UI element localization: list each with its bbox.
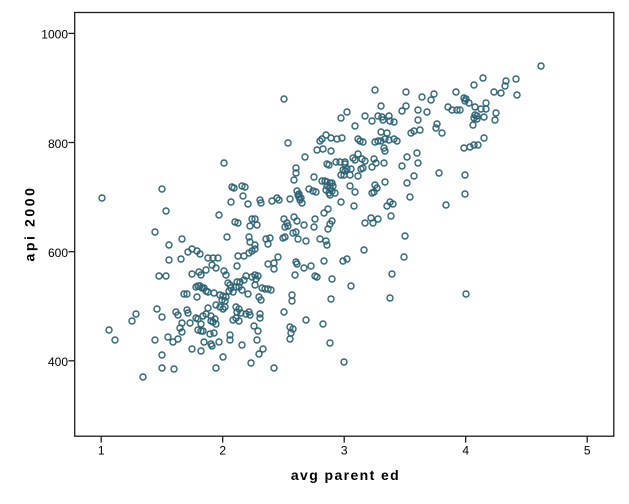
svg-text:avg parent ed: avg parent ed — [291, 467, 400, 483]
svg-text:1: 1 — [98, 443, 105, 457]
svg-text:5: 5 — [584, 443, 591, 457]
svg-text:400: 400 — [48, 355, 68, 369]
svg-text:api 2000: api 2000 — [22, 185, 38, 261]
svg-text:1000: 1000 — [41, 28, 68, 42]
svg-text:4: 4 — [462, 443, 469, 457]
svg-text:3: 3 — [341, 443, 348, 457]
svg-text:800: 800 — [48, 137, 68, 151]
svg-text:2: 2 — [219, 443, 226, 457]
svg-text:600: 600 — [48, 246, 68, 260]
